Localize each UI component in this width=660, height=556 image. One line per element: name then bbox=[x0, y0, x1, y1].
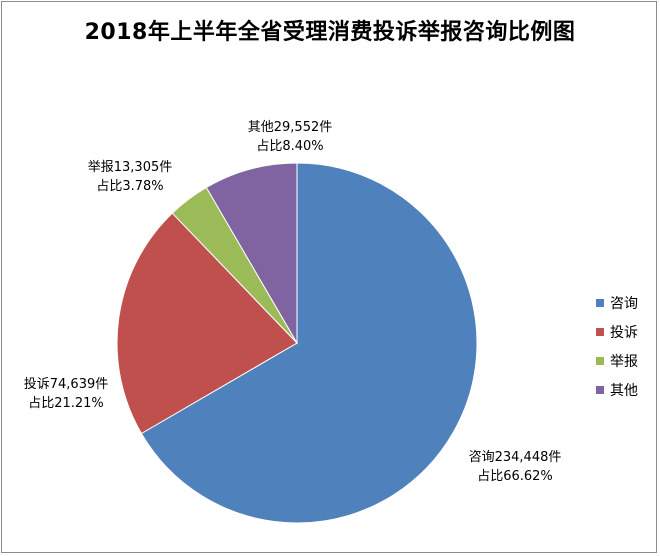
data-label-report-percent: 占比3.78% bbox=[96, 179, 164, 194]
legend-label-complaint: 投诉 bbox=[610, 324, 638, 341]
data-label-other-percent: 占比8.40% bbox=[256, 139, 324, 154]
legend-item-consultation: 咨询 bbox=[596, 288, 638, 317]
data-label-consultation-count: 咨询234,448件 bbox=[468, 450, 562, 465]
data-label-other: 其他29,552件 占比8.40% bbox=[228, 118, 352, 156]
legend-label-other: 其他 bbox=[610, 382, 638, 399]
data-label-consultation-percent: 占比66.62% bbox=[477, 469, 553, 484]
chart-title: 2018年上半年全省受理消费投诉举报咨询比例图 bbox=[84, 20, 576, 45]
data-label-other-count: 其他29,552件 bbox=[247, 120, 333, 135]
legend-swatch-other bbox=[596, 385, 604, 394]
pie-slice-other bbox=[205, 162, 298, 345]
data-label-complaint: 投诉74,639件 占比21.21% bbox=[4, 375, 128, 413]
data-label-complaint-percent: 占比21.21% bbox=[28, 396, 104, 411]
legend-item-report: 举报 bbox=[596, 346, 638, 375]
data-label-report-count: 举报13,305件 bbox=[87, 160, 173, 175]
pie-slices bbox=[116, 162, 478, 524]
pie-slice-consultation bbox=[140, 162, 478, 524]
legend-swatch-consultation bbox=[596, 298, 604, 307]
data-label-consultation: 咨询234,448件 占比66.62% bbox=[452, 448, 578, 486]
legend-swatch-complaint bbox=[596, 327, 604, 336]
data-label-complaint-count: 投诉74,639件 bbox=[23, 377, 109, 392]
legend-item-other: 其他 bbox=[596, 375, 638, 404]
legend-label-report: 举报 bbox=[610, 353, 638, 370]
legend-item-complaint: 投诉 bbox=[596, 317, 638, 346]
legend-swatch-report bbox=[596, 356, 604, 365]
chart-legend: 咨询 投诉 举报 其他 bbox=[596, 288, 638, 404]
legend-label-consultation: 咨询 bbox=[610, 295, 638, 312]
data-label-report: 举报13,305件 占比3.78% bbox=[68, 158, 192, 196]
pie-slice-complaint bbox=[116, 212, 298, 435]
